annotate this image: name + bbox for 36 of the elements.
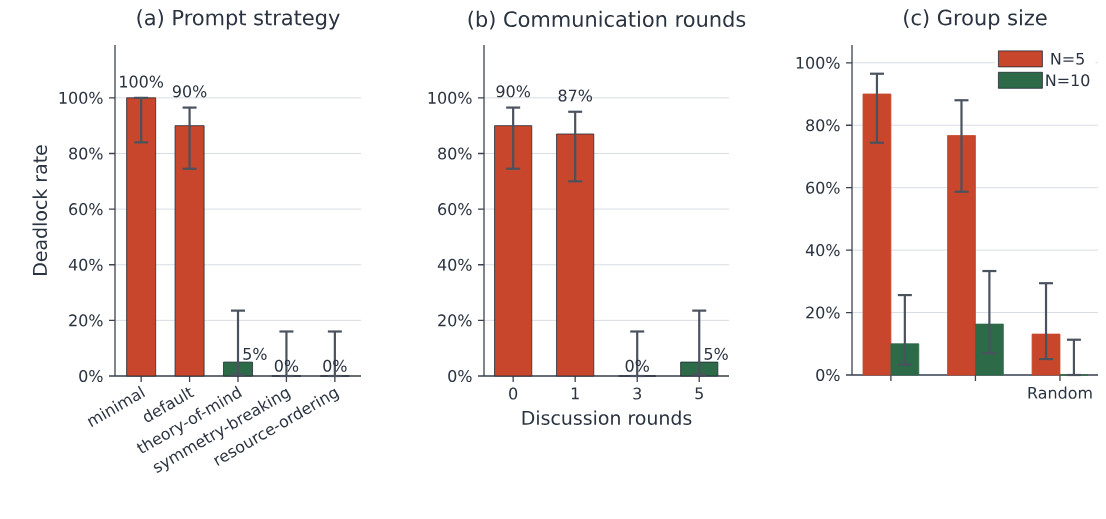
y-tick-label: 0%	[448, 369, 472, 383]
data-label: 100%	[120, 75, 164, 88]
x-tick-label: 5	[695, 387, 703, 400]
data-label: 5%	[243, 347, 267, 360]
y-tick-label: 40%	[805, 244, 840, 257]
y-tick-label: 20%	[438, 314, 472, 327]
y-tick-label: 60%	[806, 181, 840, 194]
y-tick-label: 40%	[437, 258, 472, 271]
data-label: 90%	[172, 85, 207, 98]
y-tick-label: 40%	[68, 258, 103, 271]
y-tick-label: 80%	[69, 147, 103, 160]
data-label: 87%	[558, 89, 593, 102]
y-tick-label: 60%	[69, 203, 103, 216]
y-tick-label: 20%	[806, 306, 840, 319]
y-tick-label: 0%	[816, 368, 840, 382]
chart-title: (a) Prompt strategy	[137, 9, 340, 30]
y-tick-label: 100%	[59, 91, 103, 104]
y-tick-label: 0%	[79, 369, 103, 383]
y-tick-label: 80%	[806, 119, 840, 132]
x-axis-title: Discussion rounds	[522, 410, 692, 426]
y-tick-label: 100%	[796, 56, 840, 69]
y-tick-label: 20%	[69, 314, 103, 327]
x-tick-label: 3	[633, 387, 641, 400]
legend-label: N=5	[1051, 52, 1084, 65]
chart-title: (b) Communication rounds	[468, 10, 746, 30]
y-tick-label: 60%	[438, 203, 472, 216]
data-label: 90%	[496, 85, 530, 98]
x-tick-label: Random	[1028, 386, 1092, 399]
x-tick-label: 0	[509, 387, 518, 400]
legend-label: N=10	[1046, 74, 1090, 87]
y-axis-title: Deadlock rate	[32, 145, 48, 275]
data-label: 5%	[704, 347, 728, 360]
y-tick-label: 80%	[438, 147, 472, 160]
y-tick-label: 100%	[428, 91, 472, 104]
chart-title: (c) Group size	[904, 9, 1047, 30]
x-tick-label: 1	[571, 387, 579, 400]
